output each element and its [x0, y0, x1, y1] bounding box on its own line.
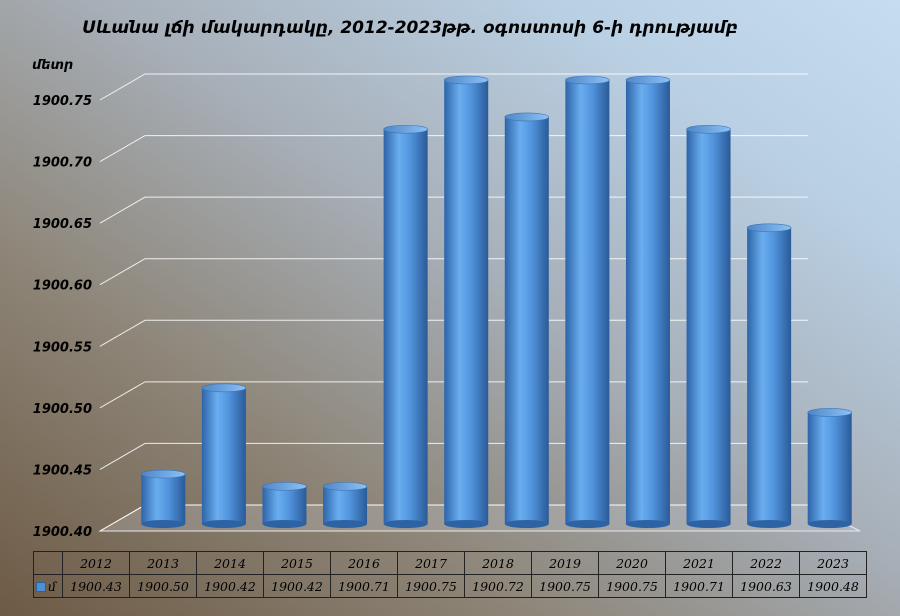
x-category-label: 2018: [464, 551, 532, 575]
y-tick-label: 1900.65: [33, 217, 92, 232]
data-value-label: 1900.42: [196, 574, 264, 598]
x-category-label: 2015: [263, 551, 331, 575]
x-category-label: 2021: [665, 551, 733, 575]
y-axis-unit-label: մետր: [32, 58, 74, 73]
x-category-label: 2022: [732, 551, 800, 575]
bar: [201, 383, 247, 528]
bars: [140, 75, 853, 528]
bar: [625, 75, 671, 528]
bar: [262, 482, 307, 528]
bar: [140, 469, 186, 528]
x-category-label: 2020: [598, 551, 666, 575]
data-value-label: 1900.71: [330, 574, 398, 598]
data-value-label: 1900.48: [799, 574, 867, 598]
bar: [443, 75, 489, 528]
bar: [686, 124, 731, 528]
data-value-label: 1900.72: [464, 574, 532, 598]
x-category-label: 2019: [531, 551, 599, 575]
data-value-label: 1900.75: [598, 574, 666, 598]
x-category-label: 2012: [62, 551, 130, 575]
legend-series-name: մ: [48, 578, 57, 594]
data-value-label: 1900.75: [397, 574, 465, 598]
data-value-label: 1900.42: [263, 574, 331, 598]
y-tick-label: 1900.55: [33, 340, 92, 355]
x-category-label: 2017: [397, 551, 465, 575]
gridline: [99, 73, 808, 101]
x-category-label: 2013: [129, 551, 197, 575]
data-table-corner: [33, 551, 63, 575]
data-value-label: 1900.63: [732, 574, 800, 598]
data-value-label: 1900.75: [531, 574, 599, 598]
bar: [807, 408, 853, 528]
chart-title: Սևանա լճի մակարդակը, 2012-2023թթ. օգոստո…: [82, 18, 738, 38]
x-category-label: 2016: [330, 551, 398, 575]
data-table-value-row: մ 1900.43 1900.50 1900.42 1900.42 1900.71 190…: [33, 574, 867, 598]
x-category-label: 2023: [799, 551, 867, 575]
x-category-label: 2014: [196, 551, 264, 575]
bar: [383, 124, 428, 528]
y-axis-ticks: 1900.40 1900.45 1900.50 1900.55 1900.60 1900.…: [33, 94, 92, 540]
y-tick-label: 1900.60: [33, 279, 92, 294]
y-tick-label: 1900.75: [33, 94, 92, 109]
legend-cell: մ: [33, 574, 63, 598]
bar: [504, 112, 550, 528]
y-tick-label: 1900.50: [33, 402, 92, 417]
data-value-label: 1900.71: [665, 574, 733, 598]
data-table: 2012 2013 2014 2015 2016 2017 2018 2019 2020 2021…: [33, 551, 867, 598]
data-value-label: 1900.43: [62, 574, 130, 598]
y-tick-label: 1900.40: [33, 525, 92, 540]
data-table-header-row: 2012 2013 2014 2015 2016 2017 2018 2019 2020 2021…: [33, 551, 867, 575]
legend-swatch: [36, 582, 46, 592]
data-value-label: 1900.50: [129, 574, 197, 598]
bar: [746, 223, 792, 528]
bar: [565, 75, 610, 528]
y-tick-label: 1900.45: [33, 463, 92, 478]
y-tick-label: 1900.70: [33, 156, 92, 171]
bar: [322, 482, 368, 528]
